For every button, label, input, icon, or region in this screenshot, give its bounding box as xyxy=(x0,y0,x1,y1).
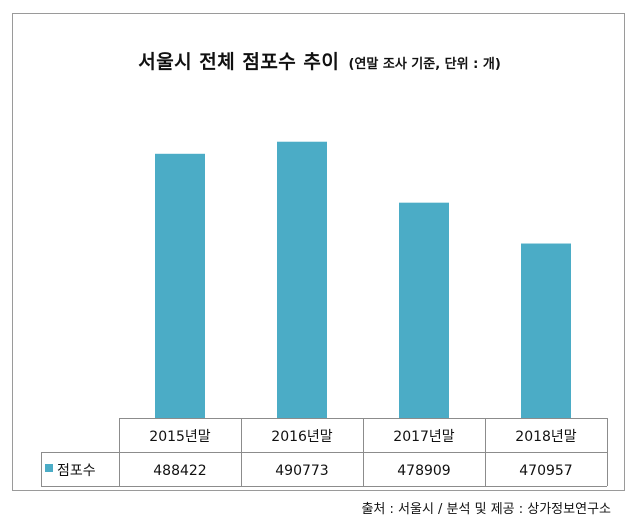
category-label-2018년말: 2018년말 xyxy=(515,429,577,445)
chart-title-main: 서울시 전체 점포수 추이 xyxy=(138,51,340,73)
bar-2017년말 xyxy=(399,202,449,418)
category-label-2016년말: 2016년말 xyxy=(271,429,333,445)
bar-2015년말 xyxy=(155,153,205,419)
bar-2018년말 xyxy=(521,243,571,418)
legend-key-점포수 xyxy=(45,464,53,472)
bar-2016년말 xyxy=(277,141,327,419)
chart-subtitle: (연말 조사 기준, 단위 : 개) xyxy=(348,57,501,72)
data-value-2017년말: 478909 xyxy=(397,463,450,479)
source-credit: 출처 : 서울시 / 분석 및 제공 : 상가정보연구소 xyxy=(361,502,611,517)
chart-title: 서울시 전체 점포수 추이 (연말 조사 기준, 단위 : 개) xyxy=(0,47,639,74)
category-label-2015년말: 2015년말 xyxy=(149,429,211,445)
legend-label-점포수: 점포수 xyxy=(57,463,96,479)
data-value-2018년말: 470957 xyxy=(519,463,572,479)
data-value-2015년말: 488422 xyxy=(153,463,206,479)
category-label-2017년말: 2017년말 xyxy=(393,429,455,445)
data-value-2016년말: 490773 xyxy=(275,463,328,479)
